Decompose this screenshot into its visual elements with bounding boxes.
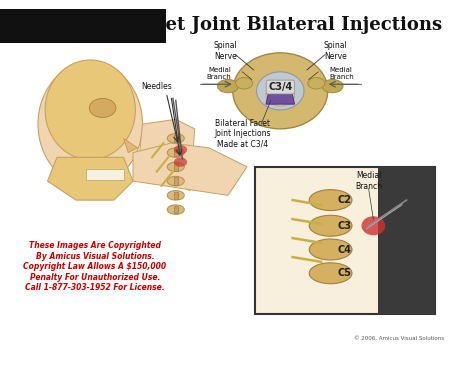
Polygon shape [133, 143, 247, 195]
Bar [85, 169, 124, 180]
Text: Spinal
Nerve: Spinal Nerve [213, 41, 237, 61]
Polygon shape [266, 91, 294, 104]
Polygon shape [174, 191, 178, 199]
Ellipse shape [38, 62, 143, 186]
Ellipse shape [309, 190, 352, 210]
Ellipse shape [167, 205, 184, 214]
Ellipse shape [218, 79, 238, 93]
Ellipse shape [167, 191, 184, 200]
Polygon shape [174, 135, 178, 142]
Text: C3: C3 [338, 221, 352, 231]
Polygon shape [174, 163, 178, 171]
Text: Medial
Branch: Medial Branch [329, 67, 355, 80]
Polygon shape [124, 138, 138, 153]
Text: C2: C2 [338, 195, 352, 205]
Text: Bilateral Facet
Joint Injections
Made at C3/4: Bilateral Facet Joint Injections Made at… [214, 119, 271, 149]
Ellipse shape [322, 79, 343, 93]
Ellipse shape [308, 78, 325, 89]
Ellipse shape [167, 134, 184, 143]
Polygon shape [174, 206, 178, 213]
Text: 's Facet Joint Bilateral Injections: 's Facet Joint Bilateral Injections [109, 16, 442, 34]
Text: Spinal
Nerve: Spinal Nerve [323, 41, 347, 61]
Text: © 2006, Amicus Visual Solutions: © 2006, Amicus Visual Solutions [354, 335, 444, 340]
Ellipse shape [309, 215, 352, 236]
Text: Needles: Needles [141, 82, 172, 91]
Ellipse shape [167, 162, 184, 172]
Ellipse shape [174, 157, 187, 167]
Polygon shape [378, 167, 435, 314]
Text: Medial
Branch: Medial Branch [206, 67, 231, 80]
Ellipse shape [256, 72, 304, 110]
Text: These Images Are Copyrighted
By Amicus Visual Solutions.
Copyright Law Allows A : These Images Are Copyrighted By Amicus V… [23, 241, 166, 292]
Text: Medial
Branch: Medial Branch [355, 171, 382, 191]
Polygon shape [174, 149, 178, 156]
Ellipse shape [233, 53, 328, 129]
Ellipse shape [236, 78, 253, 89]
Ellipse shape [45, 60, 136, 160]
Polygon shape [47, 157, 133, 200]
Ellipse shape [309, 263, 352, 284]
Ellipse shape [266, 85, 294, 106]
Ellipse shape [362, 216, 385, 235]
Bar [255, 167, 435, 314]
Text: C4: C4 [338, 244, 352, 254]
Ellipse shape [309, 239, 352, 260]
Polygon shape [174, 177, 178, 185]
Ellipse shape [89, 98, 116, 117]
Polygon shape [0, 9, 450, 357]
Text: C5: C5 [338, 268, 352, 278]
Ellipse shape [174, 145, 187, 154]
Text: C3/4: C3/4 [268, 82, 292, 92]
Ellipse shape [167, 148, 184, 157]
Bar [0, 9, 166, 43]
Polygon shape [138, 119, 195, 191]
Ellipse shape [167, 176, 184, 186]
